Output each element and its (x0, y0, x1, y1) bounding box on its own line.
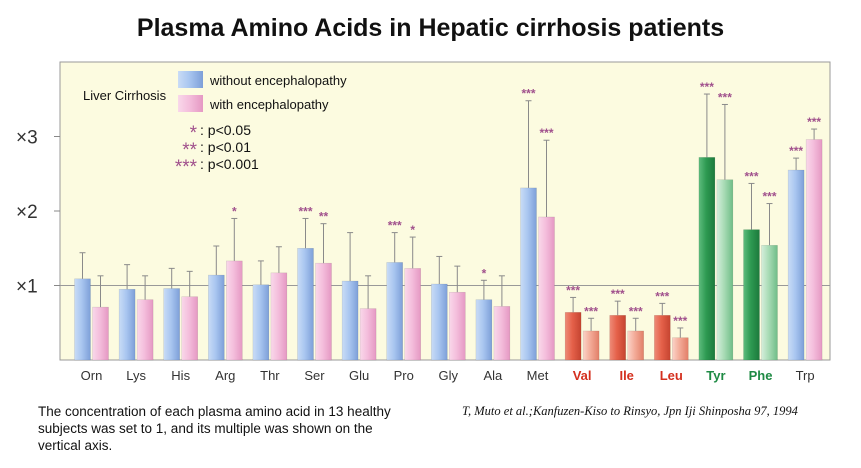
bar-phe-with (761, 245, 778, 361)
significance-marker: *** (521, 87, 535, 101)
bar-phe-without (743, 229, 760, 361)
bar-ala-with (493, 306, 511, 361)
bar-gly-with (449, 291, 466, 361)
significance-marker: *** (298, 204, 312, 218)
bar-arg-without (208, 274, 225, 361)
significance-marker: *** (700, 80, 714, 94)
x-tick-label-gly: Gly (439, 368, 459, 383)
bar-pro-without (386, 262, 403, 361)
significance-marker: *** (789, 144, 803, 158)
bar-thr-with (270, 272, 288, 361)
sig-marker-3: *** (175, 157, 198, 178)
bar-ile-without (609, 315, 626, 361)
bar-tyr-with (716, 179, 734, 361)
sig-label-1: : p<0.05 (200, 122, 251, 138)
x-tick-label-lys: Lys (126, 368, 146, 383)
legend-label-with: with encephalopathy (209, 97, 329, 112)
legend-swatch-without (178, 71, 203, 88)
significance-marker: *** (655, 289, 669, 303)
bar-lys-with (136, 299, 154, 361)
bar-met-with (538, 216, 555, 361)
legend-title: Liver Cirrhosis (83, 88, 167, 103)
significance-marker: *** (762, 190, 776, 204)
x-tick-label-thr: Thr (260, 368, 280, 383)
bar-lys-without (118, 288, 136, 361)
significance-marker: *** (629, 304, 643, 318)
bar-val-without (564, 312, 582, 361)
bar-ile-with (627, 330, 644, 361)
bar-trp-with (805, 139, 823, 361)
sig-label-2: : p<0.01 (200, 139, 251, 155)
bar-val-with (582, 330, 600, 361)
bar-trp-without (787, 169, 805, 361)
x-tick-label-ala: Ala (484, 368, 504, 383)
significance-marker: ** (319, 210, 329, 224)
x-tick-label-arg: Arg (215, 368, 235, 383)
chart-title: Plasma Amino Acids in Hepatic cirrhosis … (136, 14, 725, 42)
significance-marker: *** (673, 314, 687, 328)
bar-orn-with (92, 306, 109, 361)
bar-glu-with (359, 308, 377, 361)
significance-marker: *** (744, 169, 758, 183)
x-tick-label-met: Met (527, 368, 549, 383)
significance-marker: *** (807, 115, 821, 129)
y-axis: ×1 ×2 ×3 (16, 128, 60, 298)
x-tick-label-leu: Leu (660, 368, 683, 383)
sig-label-3: : p<0.001 (200, 156, 259, 172)
x-tick-label-orn: Orn (81, 368, 103, 383)
significance-marker: * (232, 204, 237, 218)
bar-glu-without (341, 280, 359, 361)
legend: Liver Cirrhosis without encephalopathy w… (83, 71, 347, 178)
x-tick-label-val: Val (573, 368, 592, 383)
significance-marker: * (410, 223, 415, 237)
x-tick-label-pro: Pro (394, 368, 414, 383)
bar-tyr-without (698, 157, 716, 361)
significance-marker: *** (611, 287, 625, 301)
bar-series: * *** ***** *******************************… (74, 80, 823, 361)
footnote: The concentration of each plasma amino a… (38, 404, 391, 453)
legend-label-without: without encephalopathy (209, 73, 347, 88)
sig-marker-1: * (190, 123, 198, 144)
x-tick-label-glu: Glu (349, 368, 369, 383)
y-tick-label: ×1 (16, 277, 38, 298)
bar-leu-with (672, 337, 689, 361)
bar-his-without (163, 288, 180, 361)
x-tick-label-trp: Trp (796, 368, 815, 383)
bar-ser-without (297, 248, 314, 361)
y-tick-label: ×2 (16, 202, 38, 223)
legend-swatch-with (178, 95, 203, 112)
bar-met-without (520, 187, 537, 361)
sig-marker-2: ** (182, 140, 197, 161)
bar-gly-without (431, 283, 448, 361)
bar-leu-without (654, 315, 671, 361)
x-tick-label-tyr: Tyr (706, 368, 725, 383)
bar-orn-without (74, 278, 91, 361)
significance-marker: *** (388, 219, 402, 233)
significance-marker: *** (539, 126, 553, 140)
bar-ala-without (475, 299, 493, 361)
x-tick-label-ser: Ser (304, 368, 325, 383)
bar-arg-with (226, 260, 243, 361)
x-tick-label-ile: Ile (619, 368, 633, 383)
bar-pro-with (404, 268, 421, 361)
significance-marker: *** (584, 304, 598, 318)
significance-marker: *** (718, 90, 732, 104)
x-tick-label-phe: Phe (749, 368, 773, 383)
bar-thr-without (252, 284, 270, 361)
significance-marker: *** (566, 283, 580, 297)
x-tick-label-his: His (171, 368, 190, 383)
bar-ser-with (315, 262, 332, 361)
citation: T, Muto et al.;Kanfuzen-Kiso to Rinsyo, … (462, 404, 798, 418)
significance-marker: * (482, 266, 487, 280)
y-tick-label: ×3 (16, 128, 38, 149)
bar-his-with (181, 296, 198, 361)
x-axis: Orn Lys His Arg Thr Ser Glu Pro Gly Ala Met Val Ile L… (81, 368, 815, 383)
